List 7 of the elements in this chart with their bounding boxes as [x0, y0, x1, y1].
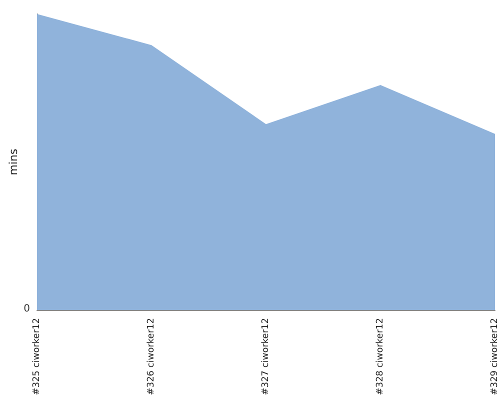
x-tick-label: #329 ciworker12 — [490, 318, 500, 396]
x-tick-label: #325 ciworker12 — [32, 318, 42, 396]
text: 0 — [24, 304, 30, 314]
x-tick-label: #326 ciworker12 — [146, 318, 156, 396]
x-tick-label: #328 ciworker12 — [376, 318, 386, 396]
x-tick-label: #327 ciworker12 — [261, 318, 271, 396]
y-axis-title: mins — [7, 148, 20, 176]
